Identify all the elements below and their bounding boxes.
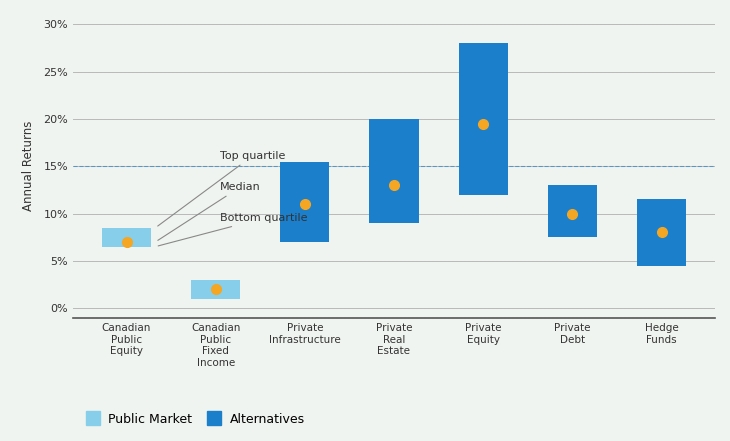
Text: Top quartile: Top quartile xyxy=(158,151,285,226)
Text: Bottom quartile: Bottom quartile xyxy=(158,213,307,246)
Bar xyxy=(369,119,418,223)
Bar xyxy=(637,199,686,265)
Bar xyxy=(458,43,507,194)
Legend: Public Market, Alternatives: Public Market, Alternatives xyxy=(85,413,305,426)
Y-axis label: Annual Returns: Annual Returns xyxy=(22,121,35,211)
Bar xyxy=(102,228,151,247)
Bar xyxy=(280,161,329,242)
Text: Median: Median xyxy=(158,182,261,240)
Bar xyxy=(191,280,240,299)
Bar xyxy=(548,185,597,237)
